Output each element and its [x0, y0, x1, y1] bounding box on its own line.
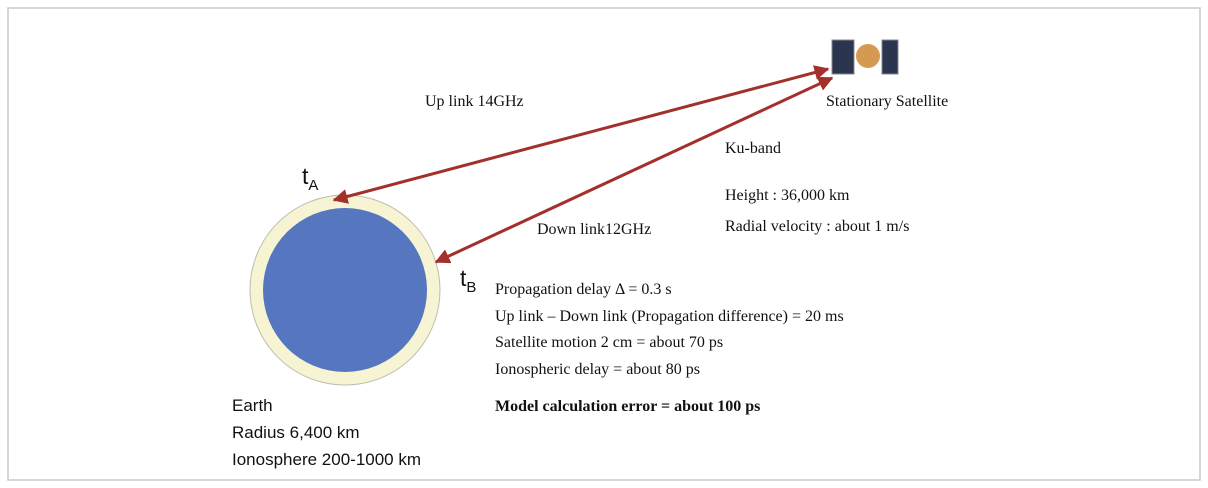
- satellite-icon: [831, 39, 899, 75]
- earth-line: Ionosphere 200-1000 km: [232, 450, 421, 469]
- band-label: Ku-band: [725, 140, 781, 157]
- uplink-label: Up link 14GHz: [425, 93, 524, 110]
- frame: [7, 7, 1201, 481]
- uplink-arrow: [332, 65, 830, 204]
- earth-line: Earth: [232, 396, 273, 415]
- delay-line: Ionospheric delay = about 80 ps: [495, 361, 700, 378]
- delay-line: Satellite motion 2 cm = about 70 ps: [495, 334, 723, 351]
- earth: [263, 208, 427, 372]
- downlink-arrow: [434, 76, 834, 264]
- error-line: Model calculation error = about 100 ps: [495, 398, 760, 415]
- satellite-label: Stationary Satellite: [826, 93, 948, 110]
- time-a: tA: [302, 163, 318, 194]
- time-b: tB: [460, 265, 476, 296]
- downlink-label: Down link12GHz: [537, 221, 651, 238]
- delay-line: Propagation delay Δ = 0.3 s: [495, 281, 672, 298]
- velocity-label: Radial velocity : about 1 m/s: [725, 218, 909, 235]
- delay-line: Up link – Down link (Propagation differe…: [495, 308, 844, 325]
- height-label: Height : 36,000 km: [725, 187, 850, 204]
- earth-line: Radius 6,400 km: [232, 423, 360, 442]
